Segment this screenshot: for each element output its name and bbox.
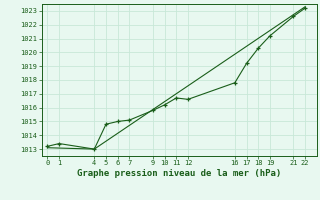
X-axis label: Graphe pression niveau de la mer (hPa): Graphe pression niveau de la mer (hPa) [77, 169, 281, 178]
